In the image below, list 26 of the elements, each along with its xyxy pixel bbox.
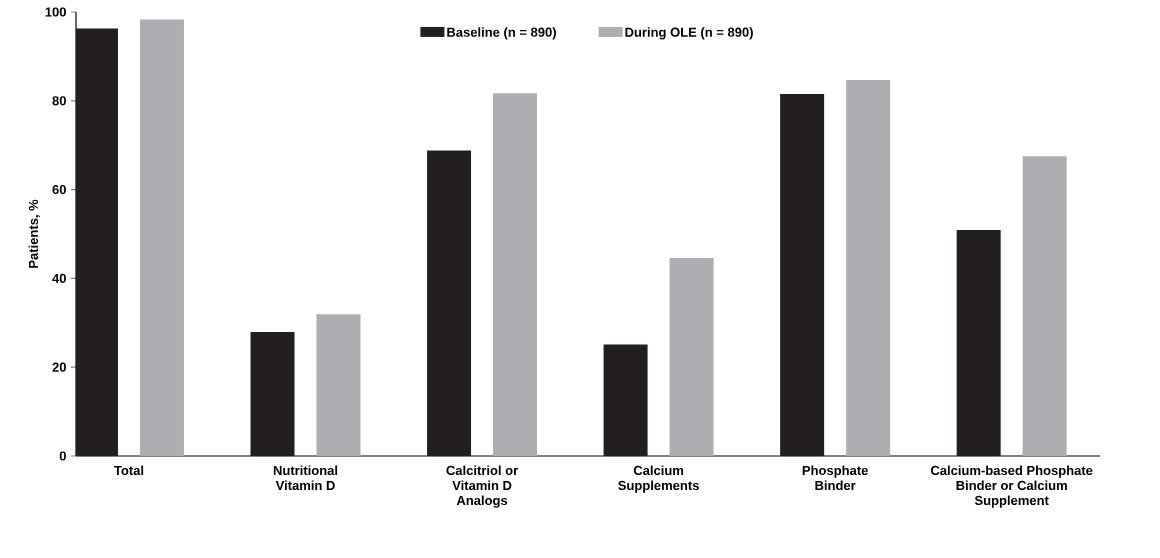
x-tick-label: Phosphate Binder	[802, 465, 868, 491]
y-axis-title: Patients, %	[28, 199, 40, 268]
legend-label: During OLE (n = 890)	[625, 27, 753, 40]
legend-label: Baseline (n = 890)	[447, 27, 556, 40]
y-tick-label: 60	[52, 184, 66, 195]
y-tick-label: 100	[45, 7, 66, 17]
bar	[669, 257, 714, 456]
bar	[493, 93, 538, 456]
bar	[846, 79, 891, 456]
x-tick-label: Nutritional Vitamin D	[273, 465, 338, 491]
bar	[780, 94, 825, 456]
bar	[316, 314, 361, 456]
x-tick-label: Calcitriol or Vitamin D Analogs	[446, 465, 518, 508]
bar	[139, 19, 184, 456]
x-tick-label: Total	[114, 465, 144, 476]
y-tick-label: 0	[59, 451, 66, 461]
x-tick-label: Calcium Supplements	[618, 465, 699, 493]
bar	[250, 332, 295, 456]
bar	[603, 344, 648, 456]
bar	[427, 150, 472, 456]
y-tick-label: 80	[52, 96, 66, 106]
bar	[956, 229, 1001, 456]
bar	[1022, 156, 1067, 456]
y-tick-label: 20	[52, 362, 66, 372]
y-tick-label: 40	[52, 273, 66, 283]
x-tick-label: Calcium-based Phosphate Binder or Calcium Supplement	[930, 465, 1093, 508]
